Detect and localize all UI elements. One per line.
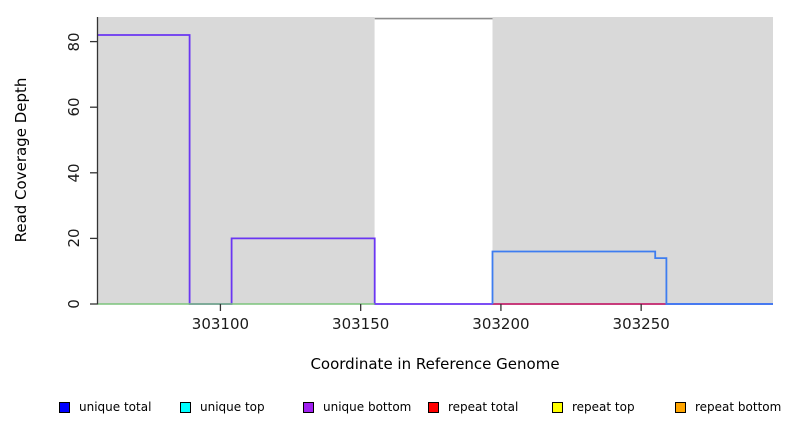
background-region (492, 17, 773, 304)
plot-area (90, 17, 773, 311)
legend-label: repeat top (572, 400, 635, 414)
repeat-total-swatch-icon (428, 401, 439, 413)
legend-label: repeat bottom (695, 400, 782, 414)
legend: unique total unique top unique bottom re… (0, 399, 792, 419)
legend-item-unique-bottom: unique bottom (303, 399, 411, 415)
x-axis-title: Coordinate in Reference Genome (310, 355, 560, 373)
legend-item-repeat-total: repeat total (428, 399, 518, 415)
legend-label: repeat total (448, 400, 519, 414)
x-tick-label: 303250 (612, 315, 670, 333)
repeat-bottom-swatch-icon (675, 401, 686, 413)
series-line (97, 34, 773, 305)
legend-item-unique-total: unique total (59, 399, 151, 415)
y-tick-label: 60 (65, 97, 83, 117)
legend-label: unique top (200, 400, 265, 414)
y-tick-label: 80 (65, 32, 83, 52)
y-tick-label: 0 (65, 299, 83, 309)
x-tick-label: 303150 (332, 315, 390, 333)
x-tick-label: 303100 (191, 315, 250, 333)
repeat-top-swatch-icon (552, 401, 563, 413)
unique-top-swatch-icon (180, 401, 191, 413)
legend-label: unique bottom (323, 400, 412, 414)
legend-item-repeat-bottom: repeat bottom (675, 399, 781, 415)
legend-label: unique total (79, 400, 152, 414)
plot-canvas (90, 17, 773, 311)
y-tick-label: 20 (65, 228, 83, 248)
background-region (97, 17, 375, 304)
unique-bottom-swatch-icon (303, 401, 314, 413)
legend-item-unique-top: unique top (180, 399, 265, 415)
background-region (374, 17, 493, 304)
series-line (491, 250, 773, 305)
legend-item-repeat-top: repeat top (552, 399, 635, 415)
x-tick-label: 303200 (472, 315, 530, 333)
unique-total-swatch-icon (59, 401, 70, 413)
y-axis-title: Read Coverage Depth (12, 77, 30, 243)
y-tick-label: 40 (65, 163, 83, 183)
